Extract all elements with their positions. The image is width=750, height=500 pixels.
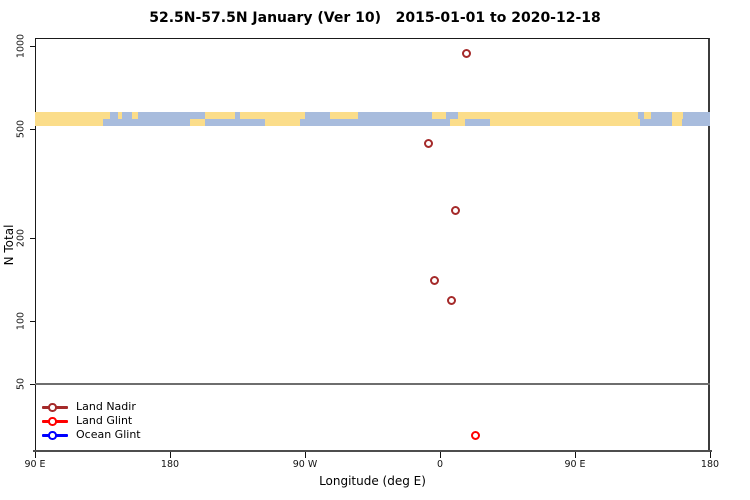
legend-item-land-nadir: Land Nadir bbox=[0, 400, 220, 415]
map-band-land-segment bbox=[432, 112, 446, 119]
map-band-land-segment bbox=[240, 112, 305, 119]
map-band-land-segment bbox=[489, 119, 640, 126]
map-band-ocean-segment bbox=[638, 112, 644, 119]
x-tick-label: 180 bbox=[700, 459, 720, 470]
map-band-land-segment bbox=[132, 112, 139, 119]
map-band-ocean-segment bbox=[138, 112, 205, 119]
x-tick-mark bbox=[710, 452, 711, 458]
map-band-ocean-segment bbox=[683, 112, 710, 119]
legend-label: Ocean Glint bbox=[76, 428, 141, 441]
map-band-ocean-segment bbox=[204, 119, 265, 126]
data-point-land-nadir bbox=[430, 275, 440, 285]
x-tick-mark bbox=[440, 452, 441, 458]
map-band-land-segment bbox=[330, 112, 358, 119]
legend-label: Land Nadir bbox=[76, 400, 136, 413]
x-tick-label: 90 W bbox=[292, 459, 318, 470]
x-tick-label: 180 bbox=[160, 459, 180, 470]
data-point-land-nadir bbox=[446, 296, 456, 306]
y-tick-label: 500 bbox=[15, 119, 27, 138]
data-point-land-nadir bbox=[424, 138, 434, 148]
map-band-ocean-segment bbox=[110, 112, 118, 119]
map-band-land-segment bbox=[35, 112, 110, 119]
x-tick-mark bbox=[35, 452, 36, 458]
x-tick-label: 90 E bbox=[564, 459, 586, 470]
x-tick-mark bbox=[170, 452, 171, 458]
map-band-land-segment bbox=[450, 119, 466, 126]
map-band-land-segment bbox=[672, 119, 682, 126]
x-axis-line bbox=[33, 450, 712, 452]
y-tick-mark bbox=[30, 321, 35, 322]
y-tick-label: 100 bbox=[15, 311, 27, 331]
map-band-land-segment bbox=[117, 112, 123, 119]
legend-item-land-glint: Land Glint bbox=[0, 414, 220, 429]
map-band-land-segment bbox=[204, 112, 235, 119]
x-axis-title: Longitude (deg E) bbox=[319, 474, 426, 488]
map-band-ocean-segment bbox=[357, 112, 433, 119]
map-band-ocean-segment bbox=[102, 119, 190, 126]
map-band-ocean-segment bbox=[446, 112, 458, 119]
x-tick-mark bbox=[575, 452, 576, 458]
x-tick-mark bbox=[305, 452, 306, 458]
chart-title: 52.5N-57.5N January (Ver 10) 2015-01-01 … bbox=[149, 10, 601, 26]
y-axis-title: N Total bbox=[2, 224, 16, 266]
map-band-ocean-segment bbox=[300, 119, 451, 126]
legend-circle-marker bbox=[48, 403, 57, 412]
map-band-land-segment bbox=[672, 112, 683, 119]
map-band-land-segment bbox=[264, 119, 301, 126]
map-band-land-segment bbox=[189, 119, 205, 126]
map-band-ocean-segment bbox=[305, 112, 331, 119]
legend-circle-marker bbox=[48, 431, 57, 440]
data-point-land-nadir bbox=[451, 206, 461, 216]
x-tick-label: 0 bbox=[436, 459, 444, 470]
data-point-land-glint bbox=[470, 431, 480, 441]
reference-line-50 bbox=[35, 383, 710, 385]
y-tick-mark bbox=[30, 238, 35, 240]
legend-item-ocean-glint: Ocean Glint bbox=[0, 428, 220, 443]
map-band-ocean-segment bbox=[651, 112, 673, 119]
map-band-ocean-segment bbox=[122, 112, 133, 119]
map-band-land-segment bbox=[458, 112, 638, 119]
legend-circle-marker bbox=[48, 417, 57, 426]
y-tick-mark bbox=[30, 384, 35, 385]
y-tick-mark bbox=[30, 128, 35, 130]
y-tick-mark bbox=[30, 46, 35, 47]
legend-label: Land Glint bbox=[76, 414, 133, 427]
map-band-ocean-segment bbox=[234, 112, 241, 119]
y-tick-label: 200 bbox=[15, 229, 27, 248]
map-band-ocean-segment bbox=[639, 119, 673, 126]
y-tick-label: 50 bbox=[15, 377, 27, 391]
map-band-land-segment bbox=[644, 112, 652, 119]
x-tick-label: 90 E bbox=[24, 459, 46, 470]
plot-area bbox=[35, 38, 710, 451]
data-point-land-nadir bbox=[461, 48, 471, 58]
map-band-ocean-segment bbox=[465, 119, 490, 126]
map-band-ocean-segment bbox=[681, 119, 710, 126]
y-tick-label: 1000 bbox=[15, 33, 27, 59]
map-band-land-segment bbox=[35, 119, 103, 126]
